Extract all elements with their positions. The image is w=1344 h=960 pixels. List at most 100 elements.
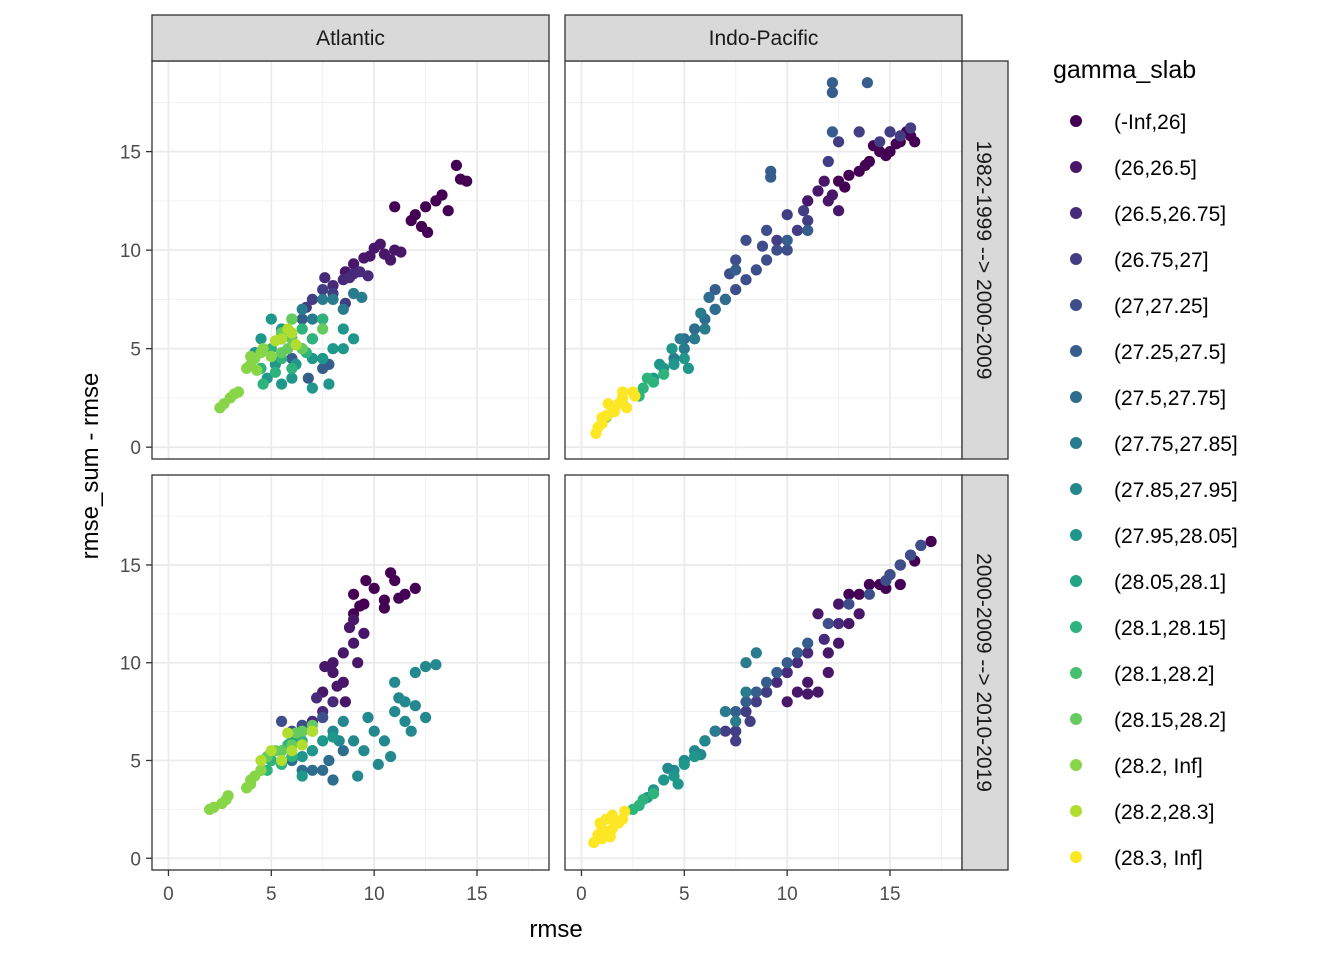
data-point	[761, 686, 773, 698]
data-point	[323, 378, 335, 390]
legend-item: (28.2,28.3]	[1070, 801, 1214, 824]
data-point	[360, 575, 372, 587]
legend-key	[1070, 437, 1082, 449]
data-point	[771, 244, 783, 256]
data-point	[826, 126, 839, 138]
legend-item: (27.25,27.5]	[1070, 341, 1226, 364]
data-point	[276, 715, 288, 728]
x-tick-label: 5	[679, 884, 690, 905]
strip-label-atlantic: Atlantic	[316, 27, 385, 50]
legend-label: (27,27.25]	[1114, 295, 1209, 318]
data-point	[730, 725, 742, 737]
legend-label: (26.5,26.75]	[1114, 203, 1226, 226]
data-point	[818, 633, 830, 645]
legend-item: (26.75,27]	[1070, 249, 1209, 272]
data-point	[750, 264, 762, 276]
data-point	[839, 181, 851, 193]
panel-indo-pacific-2	[565, 475, 962, 870]
data-point	[241, 362, 253, 374]
legend-label: (28.2, Inf]	[1114, 755, 1203, 778]
data-point	[861, 77, 874, 89]
data-point	[372, 758, 384, 771]
legend-label: (27.75,27.85]	[1114, 433, 1238, 456]
x-tick-label: 10	[364, 884, 385, 905]
data-point	[364, 250, 376, 262]
legend-key	[1070, 253, 1082, 265]
data-point	[337, 647, 349, 659]
data-point	[771, 676, 783, 688]
y-tick-label: 10	[120, 654, 141, 675]
data-point	[409, 666, 421, 679]
data-point	[257, 343, 269, 355]
data-point	[393, 592, 405, 604]
data-point	[781, 244, 793, 256]
data-point	[894, 578, 906, 591]
data-point	[621, 402, 633, 414]
data-point	[282, 727, 294, 739]
strip-label-indo-pacific: Indo-Pacific	[709, 27, 819, 50]
legend-label: (28.2,28.3]	[1114, 801, 1214, 824]
legend-label: (27.95,28.05]	[1114, 525, 1238, 548]
data-point	[306, 745, 318, 757]
data-point	[306, 313, 318, 325]
data-point	[327, 774, 339, 786]
data-point	[798, 205, 810, 217]
data-point	[791, 686, 804, 698]
data-point	[802, 195, 814, 207]
data-point	[409, 582, 421, 595]
data-point	[894, 559, 906, 571]
data-point	[880, 575, 892, 587]
data-point	[750, 696, 762, 708]
data-point	[358, 627, 370, 640]
data-point	[385, 751, 397, 763]
data-point	[430, 659, 442, 671]
data-point	[385, 567, 397, 579]
points-indo-pacific-1	[590, 77, 921, 439]
axes-layer: 0 5 10 15 0 5 10 15 0 5 10 15 0 5 10 15	[120, 143, 901, 905]
data-point	[389, 676, 401, 688]
data-point	[265, 313, 277, 325]
legend-label: (28.15,28.2]	[1114, 709, 1226, 732]
data-point	[461, 175, 473, 187]
data-point	[405, 215, 417, 227]
data-point	[730, 254, 742, 266]
x-tick-label: 15	[466, 884, 487, 905]
data-point	[730, 264, 742, 276]
data-point	[802, 637, 814, 649]
x-tick-label: 5	[266, 884, 277, 905]
data-point	[327, 666, 339, 679]
data-point	[337, 343, 349, 355]
legend-key	[1070, 529, 1082, 541]
data-point	[608, 406, 621, 418]
data-point	[880, 150, 892, 162]
data-point	[843, 169, 855, 181]
data-point	[608, 815, 621, 827]
data-point	[389, 706, 401, 718]
data-point	[818, 175, 830, 187]
legend-key	[1070, 483, 1082, 495]
data-point	[699, 323, 711, 335]
data-point	[674, 333, 686, 345]
data-point	[286, 372, 298, 384]
points-atlantic-1	[214, 159, 473, 414]
data-point	[802, 215, 814, 227]
legend-item: (27.85,27.95]	[1070, 479, 1238, 502]
data-point	[666, 343, 678, 355]
data-point	[343, 272, 356, 284]
data-point	[348, 735, 360, 747]
legend-item: (28.1,28.15]	[1070, 617, 1226, 640]
data-point	[450, 159, 462, 171]
data-point	[286, 313, 298, 325]
data-point	[740, 274, 752, 286]
data-point	[843, 598, 855, 610]
data-point	[812, 686, 824, 698]
data-point	[306, 725, 318, 737]
data-point	[255, 754, 267, 767]
data-point	[833, 598, 845, 610]
legend-item: (28.15,28.2]	[1070, 709, 1226, 732]
legend-item: (26,26.5]	[1070, 157, 1197, 180]
data-point	[925, 535, 937, 548]
x-tick-label: 10	[777, 884, 798, 905]
y-tick-label: 10	[120, 241, 141, 262]
